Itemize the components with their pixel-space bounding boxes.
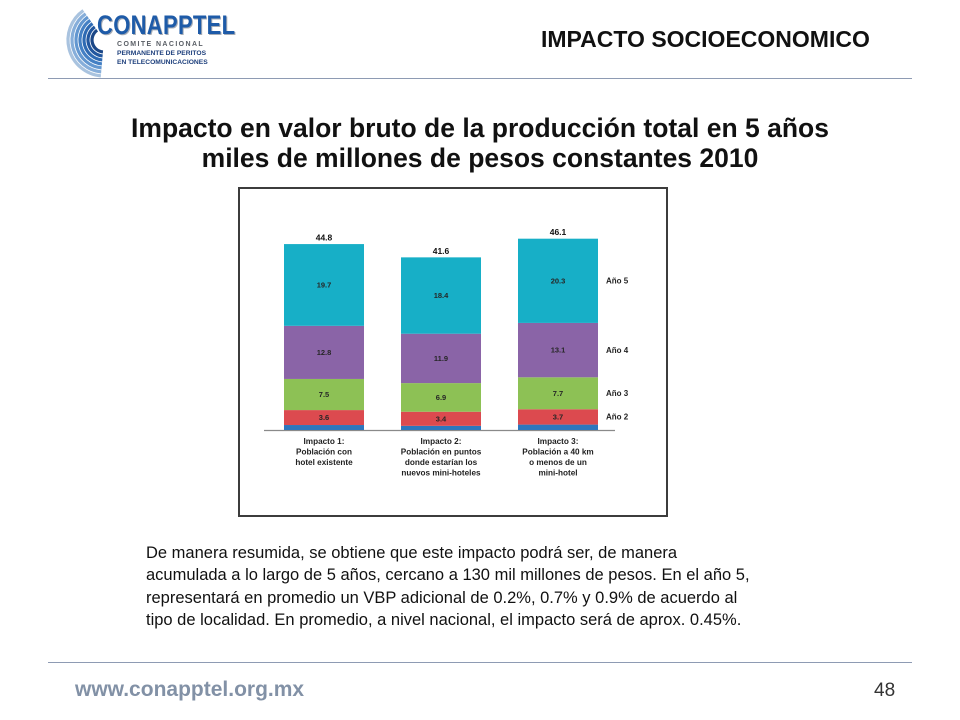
category-label: donde estarían los [405, 458, 478, 467]
section-title: IMPACTO SOCIOECONOMICO [541, 26, 870, 52]
summary-line: representará en promedio un VBP adiciona… [146, 588, 738, 607]
total-label: 46.1 [550, 227, 567, 237]
legend-label: Año 5 [606, 277, 629, 286]
logo-swirl-stripe [90, 28, 104, 54]
summary-line: De manera resumida, se obtiene que este … [146, 544, 678, 562]
logo-subtitle-line: PERMANENTE DE PERITOS [117, 50, 207, 57]
logo-swirl-stripe [82, 22, 103, 62]
category-label: nuevos mini-hoteles [401, 469, 481, 478]
bar-segment [284, 244, 364, 326]
data-label: 3.4 [436, 414, 447, 423]
bar-segment [284, 425, 364, 430]
summary-line: acumulada a lo largo de 5 años, cercano … [146, 566, 750, 585]
logo-swirl-stripe [66, 9, 102, 78]
bar-segment [284, 325, 364, 379]
category-label: mini-hotel [538, 469, 577, 478]
category-label: hotel existente [295, 458, 353, 467]
data-label: 13.1 [551, 346, 566, 355]
data-label: 3.6 [319, 413, 329, 422]
data-label: 3.7 [553, 413, 563, 422]
logo-subtitle-line: EN TELECOMUNICACIONES [117, 59, 208, 66]
legend-label: Año 3 [606, 389, 629, 398]
slide-title-line: Impacto en valor bruto de la producción … [131, 113, 829, 143]
summary-text: De manera resumida, se obtiene que este … [146, 542, 750, 632]
bar-segment [284, 378, 364, 411]
footer-divider [48, 662, 912, 663]
logo-swirl-stripe [78, 19, 103, 66]
legend-label: Año 4 [606, 346, 629, 355]
total-label: 44.8 [316, 233, 333, 243]
slide-title: Impacto en valor bruto de la producción … [0, 113, 960, 173]
bar-segment [401, 383, 481, 412]
stacked-bar-chart: 3.6 7.5 12.8 19.7 44.8 Impacto 1: Población co… [264, 227, 629, 478]
bar-segment [401, 425, 481, 430]
category-label: o menos de un [529, 458, 587, 467]
bar-segment [401, 257, 481, 334]
category-label: Impacto 3: [538, 437, 579, 446]
category-label: Población con [296, 448, 352, 457]
data-label: 19.7 [317, 281, 332, 290]
page-number: 48 [874, 680, 896, 701]
category-label: Población en puntos [401, 448, 482, 457]
logo-swirl-stripe [70, 12, 102, 74]
data-label: 12.8 [317, 348, 332, 357]
category-label: Impacto 2: [421, 437, 462, 446]
total-label: 41.6 [433, 246, 450, 256]
website-url: www.conapptel.org.mx [75, 678, 305, 701]
data-label: 20.3 [551, 276, 566, 285]
bar-segment [518, 238, 598, 323]
logo-swirl-stripe [74, 15, 102, 70]
data-label: 11.9 [434, 354, 448, 363]
header-divider [48, 78, 912, 79]
summary-line: tipo de localidad. En promedio, a nivel … [146, 611, 742, 630]
category-label: Impacto 1: [304, 437, 345, 446]
logo-swirl-stripe [86, 25, 103, 58]
bar-segment [401, 333, 481, 384]
data-label: 18.4 [434, 291, 449, 300]
data-label: 7.5 [319, 390, 329, 399]
bar-segment [518, 377, 598, 410]
logo-subtitle-line: COMITE NACIONAL [117, 41, 205, 48]
bar-segment [518, 409, 598, 425]
bar-segment [518, 322, 598, 378]
logo-name: CONAPPTEL [97, 9, 236, 41]
data-label: 7.7 [553, 389, 563, 398]
slide-subtitle-line: miles de millones de pesos constantes 20… [201, 143, 759, 173]
conapptel-logo: CONAPPTEL COMITE NACIONAL PERMANENTE DE … [0, 0, 260, 80]
logo-swirl-icon [66, 9, 104, 78]
chart-frame: 3.6 7.5 12.8 19.7 44.8 Impacto 1: Población co… [238, 187, 668, 517]
legend-label: Año 2 [606, 413, 629, 422]
category-label: Población a 40 km [522, 448, 593, 457]
data-label: 6.9 [436, 393, 446, 402]
bar-segment [518, 424, 598, 430]
bar-segment [284, 410, 364, 426]
bar-segment [401, 411, 481, 426]
